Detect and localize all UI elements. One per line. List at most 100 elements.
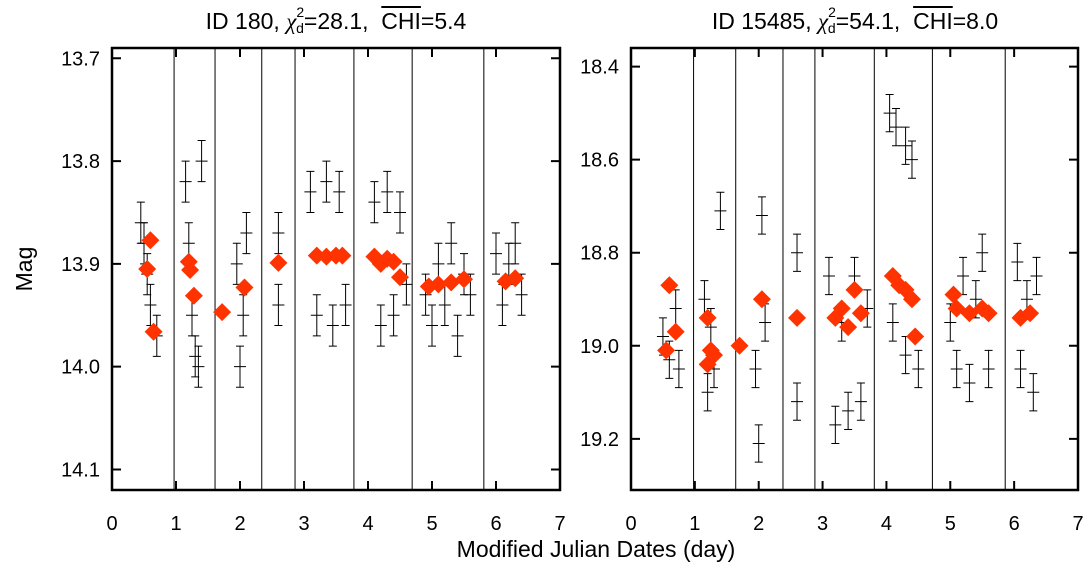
x-tick-label: 7	[1072, 513, 1083, 535]
error-bar	[714, 191, 727, 230]
title-text: =54.1,	[835, 8, 914, 34]
x-tick-label: 5	[945, 513, 956, 535]
error-bar	[861, 289, 874, 328]
chart-title: ID 15485, χ2d=54.1, CHI=8.0	[712, 4, 998, 36]
error-bar	[854, 382, 867, 421]
error-bar	[963, 363, 976, 403]
title-text: CHI	[381, 8, 421, 34]
error-bar	[701, 373, 714, 412]
y-axis-label: Mag	[11, 247, 37, 292]
mean-diamond	[752, 290, 771, 309]
mean-diamond	[906, 327, 925, 346]
error-bar	[138, 222, 150, 265]
error-bar	[899, 335, 912, 375]
error-bar	[1030, 256, 1043, 296]
title-text: ID 15485,	[711, 8, 819, 34]
mean-diamond	[730, 336, 749, 355]
error-bar	[304, 170, 317, 213]
error-bar	[749, 349, 762, 389]
error-bar	[192, 345, 205, 388]
error-bar	[144, 283, 157, 327]
mean-diamond	[429, 275, 448, 294]
error-bar	[320, 160, 333, 203]
title-text: χ	[818, 9, 829, 34]
error-bar	[451, 314, 464, 357]
error-bar	[310, 294, 323, 337]
error-bar	[656, 317, 669, 356]
error-bar	[944, 303, 957, 342]
mean-diamond	[141, 231, 160, 250]
error-bar	[1014, 349, 1027, 389]
error-bar	[957, 256, 970, 296]
error-bar	[195, 140, 208, 183]
title-text: χ	[286, 9, 297, 34]
mean-diamond	[442, 273, 461, 292]
y-tick-label: 13.7	[61, 48, 100, 70]
y-tick-label: 18.4	[580, 57, 619, 79]
error-bar	[179, 160, 192, 203]
x-tick-label: 0	[106, 513, 117, 535]
mean-diamond	[506, 269, 525, 288]
error-bar	[189, 335, 202, 378]
mean-diamond	[851, 304, 870, 323]
mean-diamond	[138, 260, 157, 278]
y-tick-label: 19.0	[580, 336, 619, 358]
x-tick-label: 1	[170, 513, 181, 535]
error-bar	[1027, 373, 1040, 412]
error-bar	[672, 349, 685, 389]
error-bar	[883, 94, 896, 133]
x-tick-label: 1	[689, 513, 700, 535]
x-tick-label: 5	[426, 513, 437, 535]
mean-diamond	[317, 247, 336, 266]
error-bar	[704, 308, 717, 347]
error-bar	[339, 283, 352, 327]
plot-frame	[629, 46, 1080, 492]
error-bar	[759, 303, 772, 342]
mean-diamond	[384, 252, 403, 271]
error-bar	[445, 222, 458, 265]
error-bar	[822, 256, 835, 296]
x-tick-label: 3	[817, 513, 828, 535]
title-text: d	[296, 20, 304, 36]
y-tick-label: 18.8	[580, 243, 619, 265]
mean-diamond	[333, 246, 352, 265]
mean-diamond	[666, 322, 685, 341]
error-bar	[394, 191, 406, 234]
mean-diamond	[944, 285, 963, 304]
title-text: =28.1,	[303, 8, 382, 34]
mean-diamond	[1021, 304, 1040, 323]
error-bar	[791, 382, 804, 421]
error-bar	[333, 170, 346, 213]
title-text: d	[827, 20, 836, 36]
mean-diamond	[184, 286, 203, 305]
mean-diamond	[698, 308, 717, 327]
error-bar	[240, 211, 253, 255]
y-tick-label: 14.1	[61, 459, 100, 481]
mean-diamond	[979, 304, 998, 323]
mean-diamond	[391, 268, 409, 287]
error-bar	[1020, 280, 1033, 319]
error-bar	[234, 345, 246, 388]
error-bar	[326, 304, 339, 347]
error-bar	[387, 294, 400, 337]
y-tick-label: 18.6	[580, 150, 619, 172]
chart-title: ID 180, χ2d=28.1, CHI=5.4	[206, 4, 467, 36]
error-bar	[237, 294, 250, 337]
mean-diamond	[788, 308, 807, 327]
error-bar	[950, 349, 963, 389]
error-bar	[464, 273, 477, 316]
error-bar	[509, 222, 522, 265]
title-text: =8.0	[952, 8, 999, 34]
title-text: =5.4	[420, 8, 467, 34]
error-bar	[374, 304, 387, 347]
title-text: ID 180,	[205, 8, 287, 34]
error-bar	[419, 273, 432, 316]
x-tick-label: 0	[625, 513, 636, 535]
error-bar	[752, 424, 765, 463]
error-bar	[426, 304, 438, 347]
mean-diamond	[839, 318, 858, 337]
error-bar	[912, 349, 925, 389]
error-bar	[272, 211, 285, 255]
error-bar	[490, 232, 502, 275]
